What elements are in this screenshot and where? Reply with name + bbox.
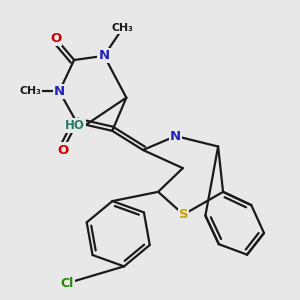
Text: N: N xyxy=(54,85,65,98)
Text: HO: HO xyxy=(65,119,85,132)
Text: Cl: Cl xyxy=(60,277,74,290)
Text: CH₃: CH₃ xyxy=(112,23,134,33)
Text: O: O xyxy=(50,32,61,45)
Text: N: N xyxy=(99,49,110,62)
Text: N: N xyxy=(170,130,181,142)
Text: O: O xyxy=(57,143,68,157)
Text: CH₃: CH₃ xyxy=(19,86,41,96)
Text: S: S xyxy=(179,208,188,221)
